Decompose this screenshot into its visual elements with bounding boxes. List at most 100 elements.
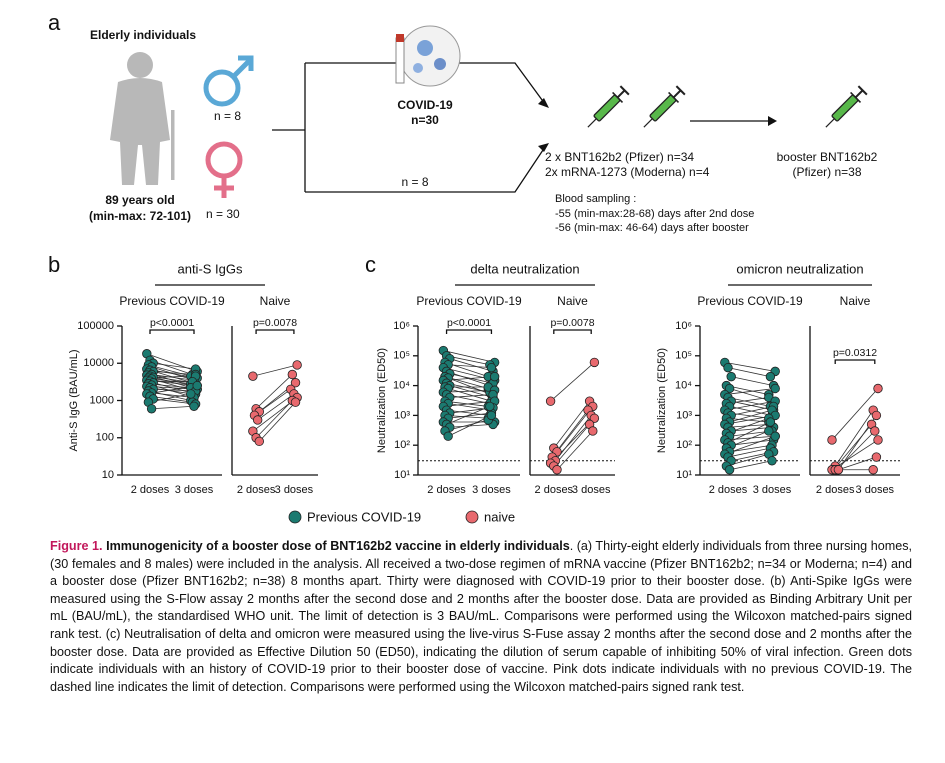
y-tick-label: 10 <box>102 469 114 481</box>
y-tick-label: 10000 <box>83 357 114 369</box>
chart-title: omicron neutralization <box>736 261 863 276</box>
significance-bracket <box>553 329 592 334</box>
pair-line <box>448 377 492 395</box>
dot <box>186 389 196 399</box>
x-tick-label: 2 doses <box>131 484 170 496</box>
pair-line <box>448 388 492 402</box>
pair-line <box>151 392 195 398</box>
chart-title: delta neutralization <box>470 261 579 276</box>
dot <box>770 431 780 441</box>
syringe <box>637 84 687 134</box>
covid-label: COVID-19 <box>397 98 453 112</box>
caption: Figure 1. Immunogenicity of a booster do… <box>50 538 912 696</box>
y-tick-label: 100000 <box>77 320 114 332</box>
group-label: Previous COVID-19 <box>119 294 225 308</box>
x-tick-label: 3 doses <box>472 484 511 496</box>
pair-line <box>258 401 296 442</box>
dot <box>485 401 495 412</box>
x-tick-label: 2 doses <box>427 484 466 496</box>
p-value: p<0.0001 <box>447 317 491 329</box>
dot <box>287 369 298 380</box>
dot <box>252 415 263 425</box>
dot <box>870 426 880 436</box>
syringe <box>581 84 631 134</box>
group-label: Naive <box>260 294 291 308</box>
x-tick-label: 2 doses <box>816 484 855 496</box>
y-tick-label: 10¹ <box>676 469 692 481</box>
dot <box>489 371 500 382</box>
significance-bracket <box>445 329 493 334</box>
dot <box>873 383 883 394</box>
male-icon <box>203 55 254 107</box>
dot <box>545 396 556 406</box>
group-label: Previous COVID-19 <box>416 294 522 308</box>
p-value: p<0.0001 <box>150 317 194 329</box>
dot <box>765 371 776 382</box>
pair-line <box>727 421 771 444</box>
pair-line <box>727 367 771 378</box>
legend-label: Previous COVID-19 <box>307 509 421 524</box>
pair-line <box>257 393 295 421</box>
panel-label: b <box>48 252 60 277</box>
pair-line <box>724 362 776 372</box>
dot <box>552 465 562 475</box>
pair-line <box>151 405 195 410</box>
significance-bracket <box>149 329 195 334</box>
y-tick-label: 10⁶ <box>393 320 410 332</box>
group-label: Naive <box>840 294 871 308</box>
dot <box>192 380 202 391</box>
dot <box>827 435 837 445</box>
dot <box>833 465 844 475</box>
caption-title: Immunogenicity of a booster dose of BNT1… <box>106 539 570 553</box>
pair-line <box>255 400 293 439</box>
pair-line <box>834 409 874 467</box>
x-tick-label: 3 doses <box>175 484 214 496</box>
p-value: p=0.0078 <box>253 317 297 329</box>
group-label: Naive <box>557 294 588 308</box>
pair-line <box>727 447 771 458</box>
dot <box>871 452 882 462</box>
dot <box>248 371 258 381</box>
dot <box>290 378 301 388</box>
dot <box>868 465 878 475</box>
pair-line <box>556 430 594 471</box>
chart-title: anti-S IgGs <box>177 261 243 276</box>
pair-line <box>727 423 771 428</box>
dot <box>724 383 735 394</box>
dot <box>589 357 600 368</box>
pair-line <box>724 388 776 395</box>
legend-label: naive <box>484 509 515 524</box>
x-tick-label: 2 doses <box>709 484 748 496</box>
y-tick-label: 10⁴ <box>675 380 692 392</box>
flow-lines <box>272 62 770 193</box>
pair-line <box>449 385 494 398</box>
dot <box>726 371 736 382</box>
p-value: p=0.0312 <box>833 347 877 359</box>
x-tick-label: 2 doses <box>535 484 574 496</box>
age: 89 years old <box>105 193 174 207</box>
pair-line <box>446 406 490 425</box>
significance-bracket <box>834 359 876 364</box>
y-tick-label: 100 <box>96 432 114 444</box>
legend-marker <box>465 510 479 524</box>
pair-line <box>729 460 773 471</box>
y-tick-label: 10¹ <box>394 469 410 481</box>
y-tick-label: 10² <box>676 439 692 451</box>
pair-line <box>836 430 876 471</box>
pair-line <box>831 388 879 441</box>
pair-line <box>449 423 494 428</box>
y-tick-label: 10⁵ <box>393 350 410 362</box>
pair-line <box>731 439 774 446</box>
p-value: p=0.0078 <box>550 317 594 329</box>
dot <box>723 362 733 373</box>
dot <box>589 413 600 423</box>
pair-line <box>448 364 492 369</box>
pair-line <box>443 350 495 363</box>
panel-label: a <box>48 10 61 35</box>
dot <box>486 362 497 373</box>
y-tick-label: 10⁴ <box>393 380 410 392</box>
x-tick-label: 3 doses <box>753 484 792 496</box>
dot <box>290 397 301 407</box>
pair-line <box>729 409 773 423</box>
